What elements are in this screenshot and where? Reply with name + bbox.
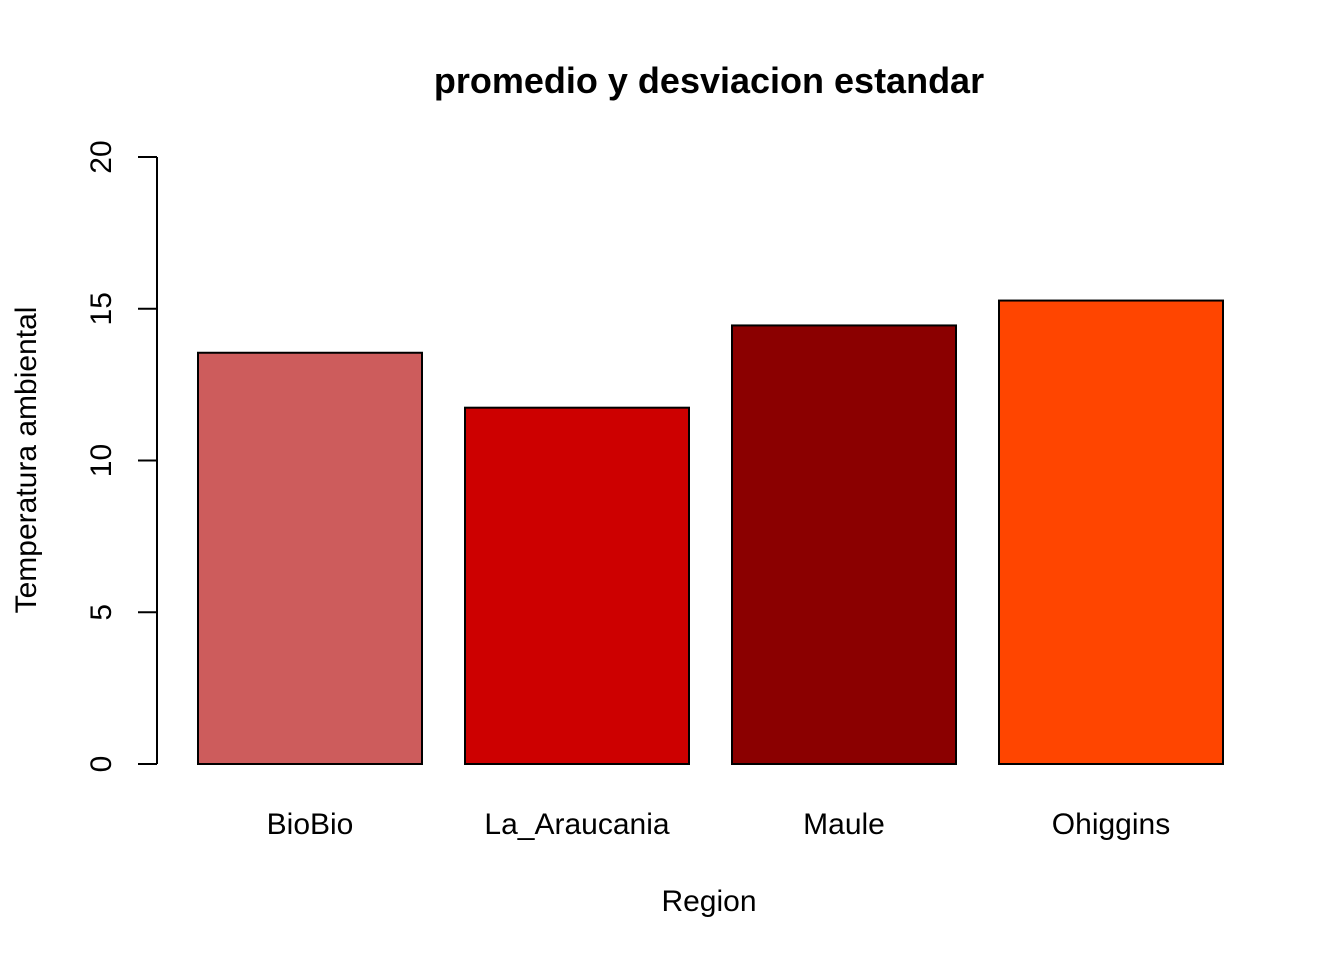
y-tick-label: 5 bbox=[85, 604, 118, 621]
y-tick-label: 10 bbox=[85, 444, 118, 477]
chart-title: promedio y desviacion estandar bbox=[434, 60, 984, 101]
y-tick-label: 15 bbox=[85, 292, 118, 325]
x-category-label: Maule bbox=[803, 808, 885, 841]
bar-biobio bbox=[197, 351, 423, 765]
x-category-label: La_Araucania bbox=[484, 808, 669, 841]
x-category-label: BioBio bbox=[267, 808, 354, 841]
bar-maule bbox=[731, 324, 957, 765]
bar-la-araucania bbox=[464, 406, 690, 765]
bars bbox=[197, 299, 1224, 765]
y-axis: 0 5 10 15 20 bbox=[85, 140, 158, 773]
x-axis-label: Region bbox=[661, 885, 756, 918]
y-tick-label: 0 bbox=[85, 756, 118, 773]
y-tick-label: 20 bbox=[85, 140, 118, 173]
x-category-label: Ohiggins bbox=[1052, 808, 1170, 841]
y-axis-label: Temperatura ambiental bbox=[10, 307, 43, 614]
bar-ohiggins bbox=[998, 299, 1224, 765]
category-labels: BioBio La_Araucania Maule Ohiggins bbox=[267, 808, 1171, 841]
